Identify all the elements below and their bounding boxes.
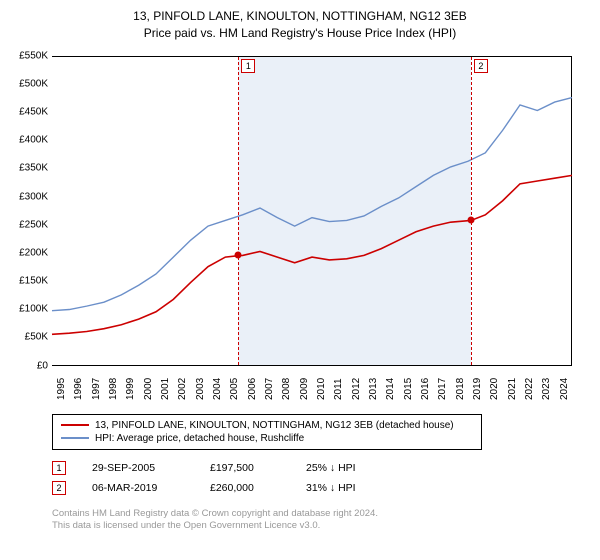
x-axis-tick: 2013 [368, 377, 376, 399]
sale-date: 06-MAR-2019 [92, 482, 184, 494]
y-axis-tick: £400K [12, 135, 48, 146]
x-axis-tick: 1997 [91, 377, 99, 399]
legend-label: 13, PINFOLD LANE, KINOULTON, NOTTINGHAM,… [95, 420, 454, 431]
y-axis-tick: £200K [12, 247, 48, 258]
legend-label: HPI: Average price, detached house, Rush… [95, 433, 304, 444]
y-axis-tick: £350K [12, 163, 48, 174]
chart-svg [52, 57, 571, 365]
title-line-2: Price paid vs. HM Land Registry's House … [12, 25, 588, 42]
x-axis-tick: 2017 [437, 377, 445, 399]
x-axis-tick: 2019 [472, 377, 480, 399]
y-axis-tick: £50K [12, 332, 48, 343]
chart-container: 13, PINFOLD LANE, KINOULTON, NOTTINGHAM,… [0, 0, 600, 560]
x-axis-tick: 2014 [385, 377, 393, 399]
chart-area: 12 £0£50K£100K£150K£200K£250K£300K£350K£… [12, 48, 588, 408]
footer-line-2: This data is licensed under the Open Gov… [52, 520, 588, 533]
x-axis-tick: 2010 [316, 377, 324, 399]
y-axis-tick: £0 [12, 360, 48, 371]
series-line-hpi [52, 97, 572, 310]
x-axis-tick: 1996 [73, 377, 81, 399]
x-axis-tick: 2004 [212, 377, 220, 399]
chart-title: 13, PINFOLD LANE, KINOULTON, NOTTINGHAM,… [12, 8, 588, 42]
sale-marker-box: 2 [474, 59, 488, 73]
x-axis-tick: 2011 [333, 378, 341, 400]
sale-row: 2 06-MAR-2019 £260,000 31% ↓ HPI [52, 478, 588, 498]
x-axis-tick: 2007 [264, 377, 272, 399]
x-axis-tick: 1995 [56, 377, 64, 399]
legend-item: HPI: Average price, detached house, Rush… [61, 432, 473, 445]
x-axis-tick: 2000 [143, 377, 151, 399]
sale-marker-box: 1 [241, 59, 255, 73]
sale-price: £260,000 [210, 482, 280, 494]
x-axis-tick: 2024 [559, 377, 567, 399]
x-axis-tick: 2022 [524, 377, 532, 399]
x-axis-tick: 2009 [299, 377, 307, 399]
sale-date: 29-SEP-2005 [92, 462, 184, 474]
y-axis-tick: £250K [12, 219, 48, 230]
y-axis-tick: £500K [12, 78, 48, 89]
sale-row-marker: 2 [52, 481, 66, 495]
footer-line-1: Contains HM Land Registry data © Crown c… [52, 508, 588, 521]
title-line-1: 13, PINFOLD LANE, KINOULTON, NOTTINGHAM,… [12, 8, 588, 25]
y-axis-tick: £100K [12, 304, 48, 315]
x-axis-tick: 2012 [351, 377, 359, 399]
x-axis-tick: 2005 [229, 377, 237, 399]
x-axis-tick: 2003 [195, 377, 203, 399]
y-axis-tick: £550K [12, 50, 48, 61]
x-axis-tick: 2020 [489, 377, 497, 399]
x-axis-tick: 2015 [403, 377, 411, 399]
legend-swatch [61, 424, 89, 426]
sale-dot [467, 217, 474, 224]
x-axis-tick: 1998 [108, 377, 116, 399]
sale-diff: 25% ↓ HPI [306, 462, 406, 474]
legend-swatch [61, 437, 89, 439]
sale-price: £197,500 [210, 462, 280, 474]
x-axis-tick: 2018 [455, 377, 463, 399]
legend-box: 13, PINFOLD LANE, KINOULTON, NOTTINGHAM,… [52, 414, 482, 450]
series-line-property [52, 175, 572, 334]
sale-row: 1 29-SEP-2005 £197,500 25% ↓ HPI [52, 458, 588, 478]
sale-marker-line [238, 57, 239, 365]
sale-dot [235, 252, 242, 259]
x-axis-tick: 2008 [281, 377, 289, 399]
footer-attribution: Contains HM Land Registry data © Crown c… [52, 508, 588, 534]
y-axis-tick: £150K [12, 276, 48, 287]
x-axis-tick: 2023 [541, 377, 549, 399]
y-axis-tick: £450K [12, 106, 48, 117]
sale-diff: 31% ↓ HPI [306, 482, 406, 494]
legend-item: 13, PINFOLD LANE, KINOULTON, NOTTINGHAM,… [61, 419, 473, 432]
x-axis-tick: 2021 [507, 377, 515, 399]
y-axis-tick: £300K [12, 191, 48, 202]
sales-table: 1 29-SEP-2005 £197,500 25% ↓ HPI 2 06-MAR-201… [52, 458, 588, 498]
x-axis-tick: 2016 [420, 377, 428, 399]
x-axis-tick: 2002 [177, 377, 185, 399]
x-axis-tick: 1999 [125, 377, 133, 399]
sale-marker-line [471, 57, 472, 365]
sale-row-marker: 1 [52, 461, 66, 475]
x-axis-tick: 2001 [160, 377, 168, 399]
plot-area: 12 [52, 56, 572, 366]
x-axis-tick: 2006 [247, 377, 255, 399]
